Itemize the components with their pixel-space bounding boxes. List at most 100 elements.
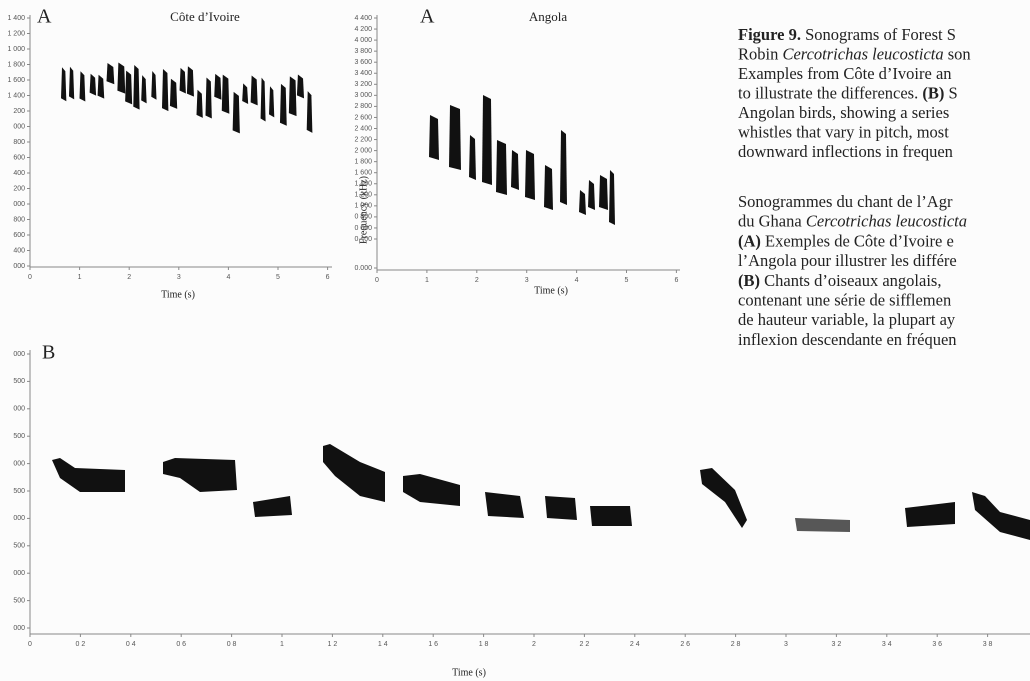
caption-run: Cercotrichas leucosticta — [782, 44, 943, 63]
caption-run: (B) — [738, 271, 760, 290]
x-tick-label: 6 — [326, 274, 330, 281]
y-tick-label: 200 — [13, 108, 25, 115]
x-tick-label: 3 6 — [932, 641, 942, 648]
trace — [588, 180, 595, 210]
trace — [214, 73, 222, 100]
caption-line: du Ghana Cercotrichas leucosticta — [738, 211, 967, 230]
x-tick-label: 0 6 — [176, 641, 186, 648]
caption-line: Angolan birds, showing a series — [738, 103, 949, 122]
y-tick-label: 400 — [13, 170, 25, 177]
x-tick-label: 0 — [28, 274, 32, 281]
y-tick-label: 2 400 — [354, 125, 372, 132]
caption-run: Sonogrammes du chant de l’Agr — [738, 192, 953, 211]
caption-run: whistles that vary in pitch, most — [738, 122, 949, 141]
trace — [133, 65, 140, 110]
caption-run: (B) — [922, 83, 944, 102]
trace — [161, 69, 169, 112]
caption-line: Sonogrammes du chant de l’Agr — [738, 192, 953, 211]
trace — [52, 458, 125, 492]
trace — [545, 496, 577, 520]
trace — [179, 67, 186, 94]
y-tick-label: 1 400 — [7, 92, 25, 99]
caption-run: Figure 9. — [738, 25, 801, 44]
caption-run: contenant une série de sifflemen — [738, 290, 951, 309]
x-tick-label: 2 8 — [731, 641, 741, 648]
x-tick-label: 2 6 — [680, 641, 690, 648]
y-tick-label: 3 200 — [354, 81, 372, 88]
trace — [296, 74, 305, 99]
y-tick-label: 000 — [13, 351, 25, 358]
y-axis-title: Frequency (kHz) — [358, 176, 369, 244]
y-tick-label: 000 — [13, 263, 25, 270]
y-tick-label: 500 — [13, 543, 25, 550]
caption-run: du Ghana — [738, 211, 806, 230]
y-tick-label: 1 400 — [7, 15, 25, 22]
y-tick-label: 0 600 — [354, 225, 372, 232]
y-tick-label: 1 600 — [354, 170, 372, 177]
x-tick-label: 5 — [625, 277, 629, 284]
caption-run: S — [944, 83, 957, 102]
trace — [599, 175, 608, 210]
trace — [141, 75, 147, 104]
trace — [795, 518, 850, 532]
y-tick-label: 1 600 — [7, 77, 25, 84]
x-tick-label: 1 8 — [479, 641, 489, 648]
y-tick-label: 1 800 — [354, 158, 372, 165]
caption-run: Sonograms of Forest S — [801, 25, 956, 44]
trace — [279, 83, 287, 126]
y-tick-label: 000 — [13, 123, 25, 130]
caption-line: Examples from Côte d’Ivoire an — [738, 64, 952, 83]
caption-line: Figure 9. Sonograms of Forest S — [738, 25, 956, 44]
x-tick-label: 3 4 — [882, 641, 892, 648]
y-tick-label: 3 400 — [354, 70, 372, 77]
x-tick-label: 3 — [525, 277, 529, 284]
caption-line: contenant une série de sifflemen — [738, 290, 951, 309]
x-tick-label: 0 4 — [126, 641, 136, 648]
caption-run: inflexion descendante en fréquen — [738, 330, 957, 349]
trace — [196, 89, 203, 118]
caption-run: Robin — [738, 44, 782, 63]
caption-line: (A) Exemples de Côte d’Ivoire e — [738, 231, 954, 250]
y-tick-label: 500 — [13, 433, 25, 440]
y-tick-label: 000 — [13, 460, 25, 467]
x-tick-label: 2 4 — [630, 641, 640, 648]
x-tick-label: 2 — [532, 641, 536, 648]
caption-run: downward inflections in frequen — [738, 142, 953, 161]
y-tick-label: 3 000 — [354, 92, 372, 99]
trace — [117, 62, 126, 94]
y-tick-label: 500 — [13, 488, 25, 495]
trace — [89, 73, 97, 96]
x-tick-label: 0 2 — [76, 641, 86, 648]
x-tick-label: 2 — [127, 274, 131, 281]
x-tick-label: 3 — [177, 274, 181, 281]
x-tick-label: 0 — [28, 641, 32, 648]
x-tick-label: 6 — [674, 277, 678, 284]
y-tick-label: 4 000 — [354, 37, 372, 44]
trace — [469, 135, 476, 180]
trace — [288, 76, 297, 117]
trace — [61, 67, 67, 102]
y-tick-label: 200 — [13, 185, 25, 192]
x-tick-label: 2 2 — [580, 641, 590, 648]
y-tick-label: 0 400 — [354, 236, 372, 243]
y-tick-label: 2 200 — [354, 136, 372, 143]
x-tick-label: 0 8 — [227, 641, 237, 648]
x-tick-label: 1 — [280, 641, 284, 648]
trace — [221, 74, 230, 114]
y-tick-label: 0.000 — [354, 265, 372, 272]
caption-run: (A) — [738, 231, 761, 250]
x-tick-label: 1 2 — [328, 641, 338, 648]
x-tick-label: 1 4 — [378, 641, 388, 648]
trace — [485, 492, 524, 518]
trace — [429, 115, 439, 160]
trace — [449, 105, 461, 170]
trace — [579, 190, 586, 215]
y-tick-label: 1 000 — [7, 46, 25, 53]
trace — [68, 66, 75, 100]
trace — [700, 468, 747, 528]
y-tick-label: 800 — [13, 216, 25, 223]
panel-title: Côte d’Ivoire — [170, 9, 240, 24]
y-tick-label: 000 — [13, 406, 25, 413]
caption-run: son — [944, 44, 971, 63]
